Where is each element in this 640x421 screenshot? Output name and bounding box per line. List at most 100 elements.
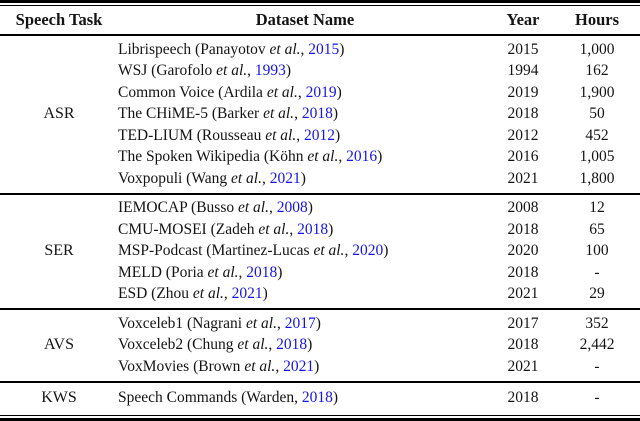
paren-close: ) [307, 336, 313, 354]
separator-text: , [247, 62, 255, 80]
dataset-name: Voxceleb2 (Chung et al., 2018) [118, 336, 492, 354]
separator-text: , [269, 199, 277, 217]
citation-link[interactable]: 2018 [246, 263, 278, 281]
dataset-name: Speech Commands (Warden, 2018) [118, 389, 492, 407]
hours-value: 2,442 [579, 336, 615, 354]
dataset-text: WSJ (Garofolo [118, 62, 217, 80]
task-label-ser: SER [44, 242, 74, 260]
bottom-rule-thin [0, 415, 640, 416]
year-value: 2018 [507, 263, 539, 281]
etal-text: et al. [307, 148, 339, 166]
separator-text: , [289, 220, 298, 238]
citation-link[interactable]: 2008 [276, 199, 308, 217]
citation-link[interactable]: 2012 [303, 126, 335, 144]
table-row: IEMOCAP (Busso et al., 2008) 2008 12 [118, 198, 640, 220]
citation-link[interactable]: 2020 [352, 242, 384, 260]
year-value: 2015 [507, 40, 539, 58]
citation-link[interactable]: 2021 [283, 357, 315, 375]
etal-text: et al. [313, 242, 345, 260]
section-asr: ASR Librispeech (Panayotov et al., 2015)… [0, 36, 640, 193]
dataset-text: Voxceleb1 (Nagrani [118, 314, 246, 332]
hours-value: - [594, 389, 600, 407]
separator-text: , [294, 105, 302, 123]
paren-close: ) [332, 389, 339, 407]
dataset-name: CMU-MOSEI (Zadeh et al., 2018) [118, 221, 492, 239]
top-rule-thin [0, 5, 640, 6]
dataset-text: The Spoken Wikipedia (Köhn [118, 148, 308, 166]
citation-link[interactable]: 2015 [308, 40, 340, 58]
hours-value: 65 [589, 220, 605, 238]
year-value: 2018 [507, 389, 539, 407]
paren-close: ) [383, 242, 389, 260]
task-label-kws: KWS [41, 389, 77, 407]
citation-link[interactable]: 2017 [284, 314, 316, 332]
hours-value: - [594, 263, 600, 281]
task-label-avs: AVS [44, 336, 74, 354]
dataset-name: MSP-Podcast (Martinez-Lucas et al., 2020… [118, 242, 492, 260]
separator-text: , [268, 336, 277, 354]
table-row: The CHiME-5 (Barker et al., 2018) 2018 5… [118, 104, 640, 126]
citation-link[interactable]: 2018 [276, 336, 308, 354]
etal-text: et al. [192, 285, 224, 303]
col-header-dataset-name: Dataset Name [255, 10, 355, 29]
dataset-name: ESD (Zhou et al., 2021) [118, 285, 492, 303]
table-row: MSP-Podcast (Martinez-Lucas et al., 2020… [118, 241, 640, 263]
year-value: 2020 [507, 242, 539, 260]
table-row: CMU-MOSEI (Zadeh et al., 2018) 2018 65 [118, 219, 640, 241]
hours-value: 1,005 [579, 148, 615, 166]
etal-text: et al. [245, 314, 277, 332]
table-row: The Spoken Wikipedia (Köhn et al., 2016)… [118, 147, 640, 169]
year-value: 1994 [507, 62, 539, 80]
year-value: 2018 [507, 105, 539, 123]
section-divider-rule [0, 308, 640, 310]
year-value: 2019 [507, 83, 539, 101]
etal-text: et al. [258, 220, 290, 238]
dataset-name: WSJ (Garofolo et al., 1993) [118, 62, 492, 80]
table-row: ESD (Zhou et al., 2021) 2021 29 [118, 284, 640, 306]
citation-link[interactable]: 2018 [297, 220, 329, 238]
paren-close: ) [377, 148, 383, 166]
dataset-text: CMU-MOSEI (Zadeh [118, 220, 259, 238]
table-row: VoxMovies (Brown et al., 2021) 2021 - [118, 356, 640, 378]
citation-link[interactable]: 2018 [301, 105, 333, 123]
year-value: 2017 [507, 314, 539, 332]
paren-close: ) [339, 40, 345, 58]
table-row: MELD (Poria et al., 2018) 2018 - [118, 262, 640, 284]
dataset-name: Voxpopuli (Wang et al., 2021) [118, 170, 492, 188]
separator-text: , [297, 83, 306, 101]
paren-close: ) [285, 62, 292, 80]
dataset-name: VoxMovies (Brown et al., 2021) [118, 358, 492, 376]
table-row: Voxceleb2 (Chung et al., 2018) 2018 2,44… [118, 335, 640, 357]
table-row: TED-LIUM (Rousseau et al., 2012) 2012 45… [118, 125, 640, 147]
section-ser-rows: IEMOCAP (Busso et al., 2008) 2008 12 CMU… [118, 198, 640, 306]
paren-close: ) [277, 263, 283, 281]
hours-value: 452 [585, 126, 609, 144]
dataset-text: Voxceleb2 (Chung [118, 336, 238, 354]
citation-link[interactable]: 1993 [254, 62, 286, 80]
dataset-text: ESD (Zhou [118, 285, 193, 303]
dataset-text: Common Voice (Ardila [118, 83, 267, 101]
citation-link[interactable]: 2018 [301, 389, 333, 407]
section-ser: SER IEMOCAP (Busso et al., 2008) 2008 12… [0, 195, 640, 309]
citation-link[interactable]: 2021 [269, 169, 301, 187]
separator-text: , [296, 126, 304, 144]
citation-link[interactable]: 2019 [305, 83, 337, 101]
table-row: Voxceleb1 (Nagrani et al., 2017) 2017 35… [118, 313, 640, 335]
dataset-name: Librispeech (Panayotov et al., 2015) [118, 41, 492, 59]
col-header-hours: Hours [574, 10, 619, 29]
year-value: 2008 [507, 199, 539, 217]
dataset-text: Speech Commands (Warden [118, 389, 295, 407]
citation-link[interactable]: 2016 [346, 148, 378, 166]
dataset-text: Voxpopuli (Wang [118, 169, 231, 187]
citation-link[interactable]: 2021 [231, 285, 263, 303]
hours-value: 352 [585, 314, 609, 332]
etal-text: et al. [263, 105, 295, 123]
paren-close: ) [307, 199, 313, 217]
dataset-name: TED-LIUM (Rousseau et al., 2012) [118, 127, 492, 145]
etal-text: et al. [238, 199, 269, 217]
dataset-text: VoxMovies (Brown [118, 357, 245, 375]
dataset-text: The CHiME-5 (Barker [118, 105, 264, 123]
paren-close: ) [314, 357, 320, 375]
top-rule-thick [0, 0, 640, 3]
table-row: Common Voice (Ardila et al., 2019) 2019 … [118, 82, 640, 104]
